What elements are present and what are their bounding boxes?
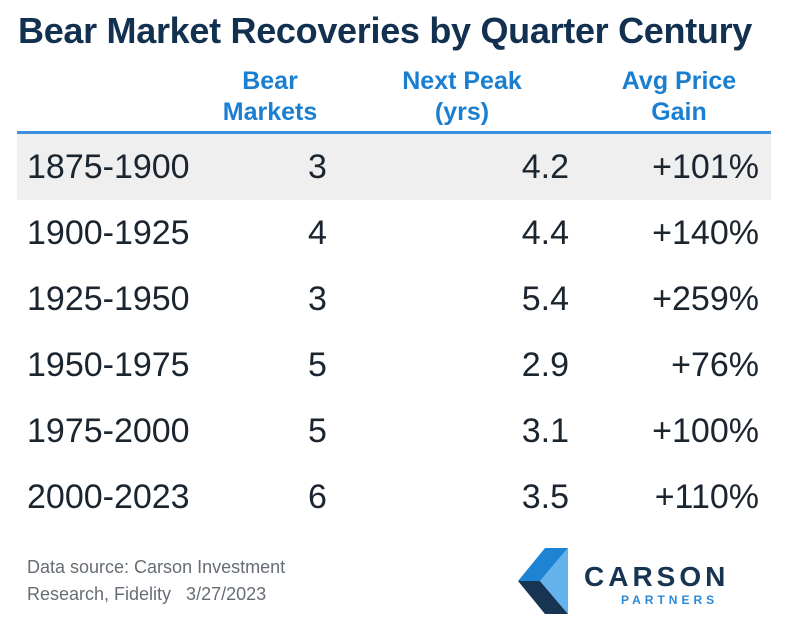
header-next-peak-line2: (yrs) [434, 98, 490, 126]
logo-subtitle: PARTNERS [621, 593, 719, 607]
table-row: 1975-2000 5 3.1 +100% [17, 398, 771, 464]
header-avg-price-gain-line1: Avg Price [621, 67, 737, 95]
logo-name: CARSON [584, 561, 730, 592]
period-cell: 1950-1975 [27, 346, 190, 384]
period-cell: 1875-1900 [27, 148, 190, 186]
avg-gain-cell: +76% [671, 346, 759, 384]
bear-markets-cell: 5 [308, 412, 327, 450]
bear-markets-cell: 4 [308, 214, 327, 252]
header-bear-markets: Bear Markets [204, 66, 336, 128]
table-row: 2000-2023 6 3.5 +110% [17, 464, 771, 530]
avg-gain-cell: +100% [652, 412, 759, 450]
period-cell: 2000-2023 [27, 478, 190, 516]
header-next-peak-line1: Next Peak [402, 67, 522, 95]
data-source-line1: Data source: Carson Investment [27, 557, 286, 577]
next-peak-cell: 2.9 [521, 346, 569, 384]
header-rule [17, 131, 771, 134]
header-bear-markets-line2: Markets [222, 98, 318, 126]
data-source-line2: Research, Fidelity 3/27/2023 [27, 584, 267, 604]
carson-logo-mark-icon [518, 548, 568, 614]
header-bear-markets-line1: Bear [242, 67, 298, 95]
period-cell: 1975-2000 [27, 412, 190, 450]
next-peak-cell: 3.1 [521, 412, 569, 450]
avg-gain-cell: +110% [654, 478, 759, 516]
table-row: 1925-1950 3 5.4 +259% [17, 266, 771, 332]
header-avg-price-gain: Avg Price Gain [594, 66, 764, 128]
carson-partners-logo: CARSON PARTNERS [518, 546, 768, 616]
avg-gain-cell: +101% [652, 148, 759, 186]
bear-markets-cell: 5 [308, 346, 327, 384]
data-source-note: Data source: Carson Investment Research,… [27, 554, 285, 608]
header-avg-price-gain-line2: Gain [651, 98, 707, 126]
avg-gain-cell: +259% [652, 280, 759, 318]
next-peak-cell: 4.2 [521, 148, 569, 186]
period-cell: 1900-1925 [27, 214, 190, 252]
next-peak-cell: 4.4 [521, 214, 569, 252]
table-row: 1950-1975 5 2.9 +76% [17, 332, 771, 398]
table-row: 1875-1900 3 4.2 +101% [17, 134, 771, 200]
avg-gain-cell: +140% [652, 214, 759, 252]
bear-markets-cell: 6 [308, 478, 327, 516]
page-title: Bear Market Recoveries by Quarter Centur… [18, 10, 753, 51]
bear-markets-cell: 3 [308, 148, 327, 186]
bear-markets-cell: 3 [308, 280, 327, 318]
table-row: 1900-1925 4 4.4 +140% [17, 200, 771, 266]
period-cell: 1925-1950 [27, 280, 190, 318]
header-next-peak: Next Peak (yrs) [382, 66, 542, 128]
next-peak-cell: 3.5 [521, 478, 569, 516]
next-peak-cell: 5.4 [521, 280, 569, 318]
table-body: 1875-1900 3 4.2 +101% 1900-1925 4 4.4 +1… [17, 134, 771, 530]
